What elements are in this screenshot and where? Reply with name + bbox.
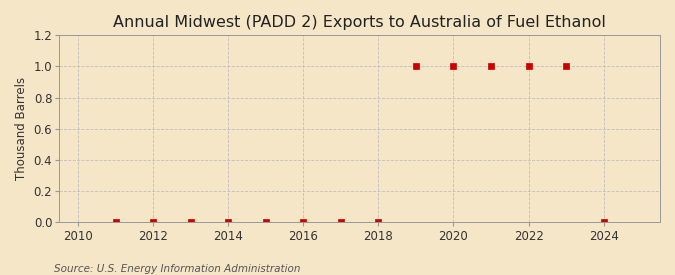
Text: Source: U.S. Energy Information Administration: Source: U.S. Energy Information Administ… <box>54 264 300 274</box>
Title: Annual Midwest (PADD 2) Exports to Australia of Fuel Ethanol: Annual Midwest (PADD 2) Exports to Austr… <box>113 15 606 30</box>
Y-axis label: Thousand Barrels: Thousand Barrels <box>15 77 28 180</box>
